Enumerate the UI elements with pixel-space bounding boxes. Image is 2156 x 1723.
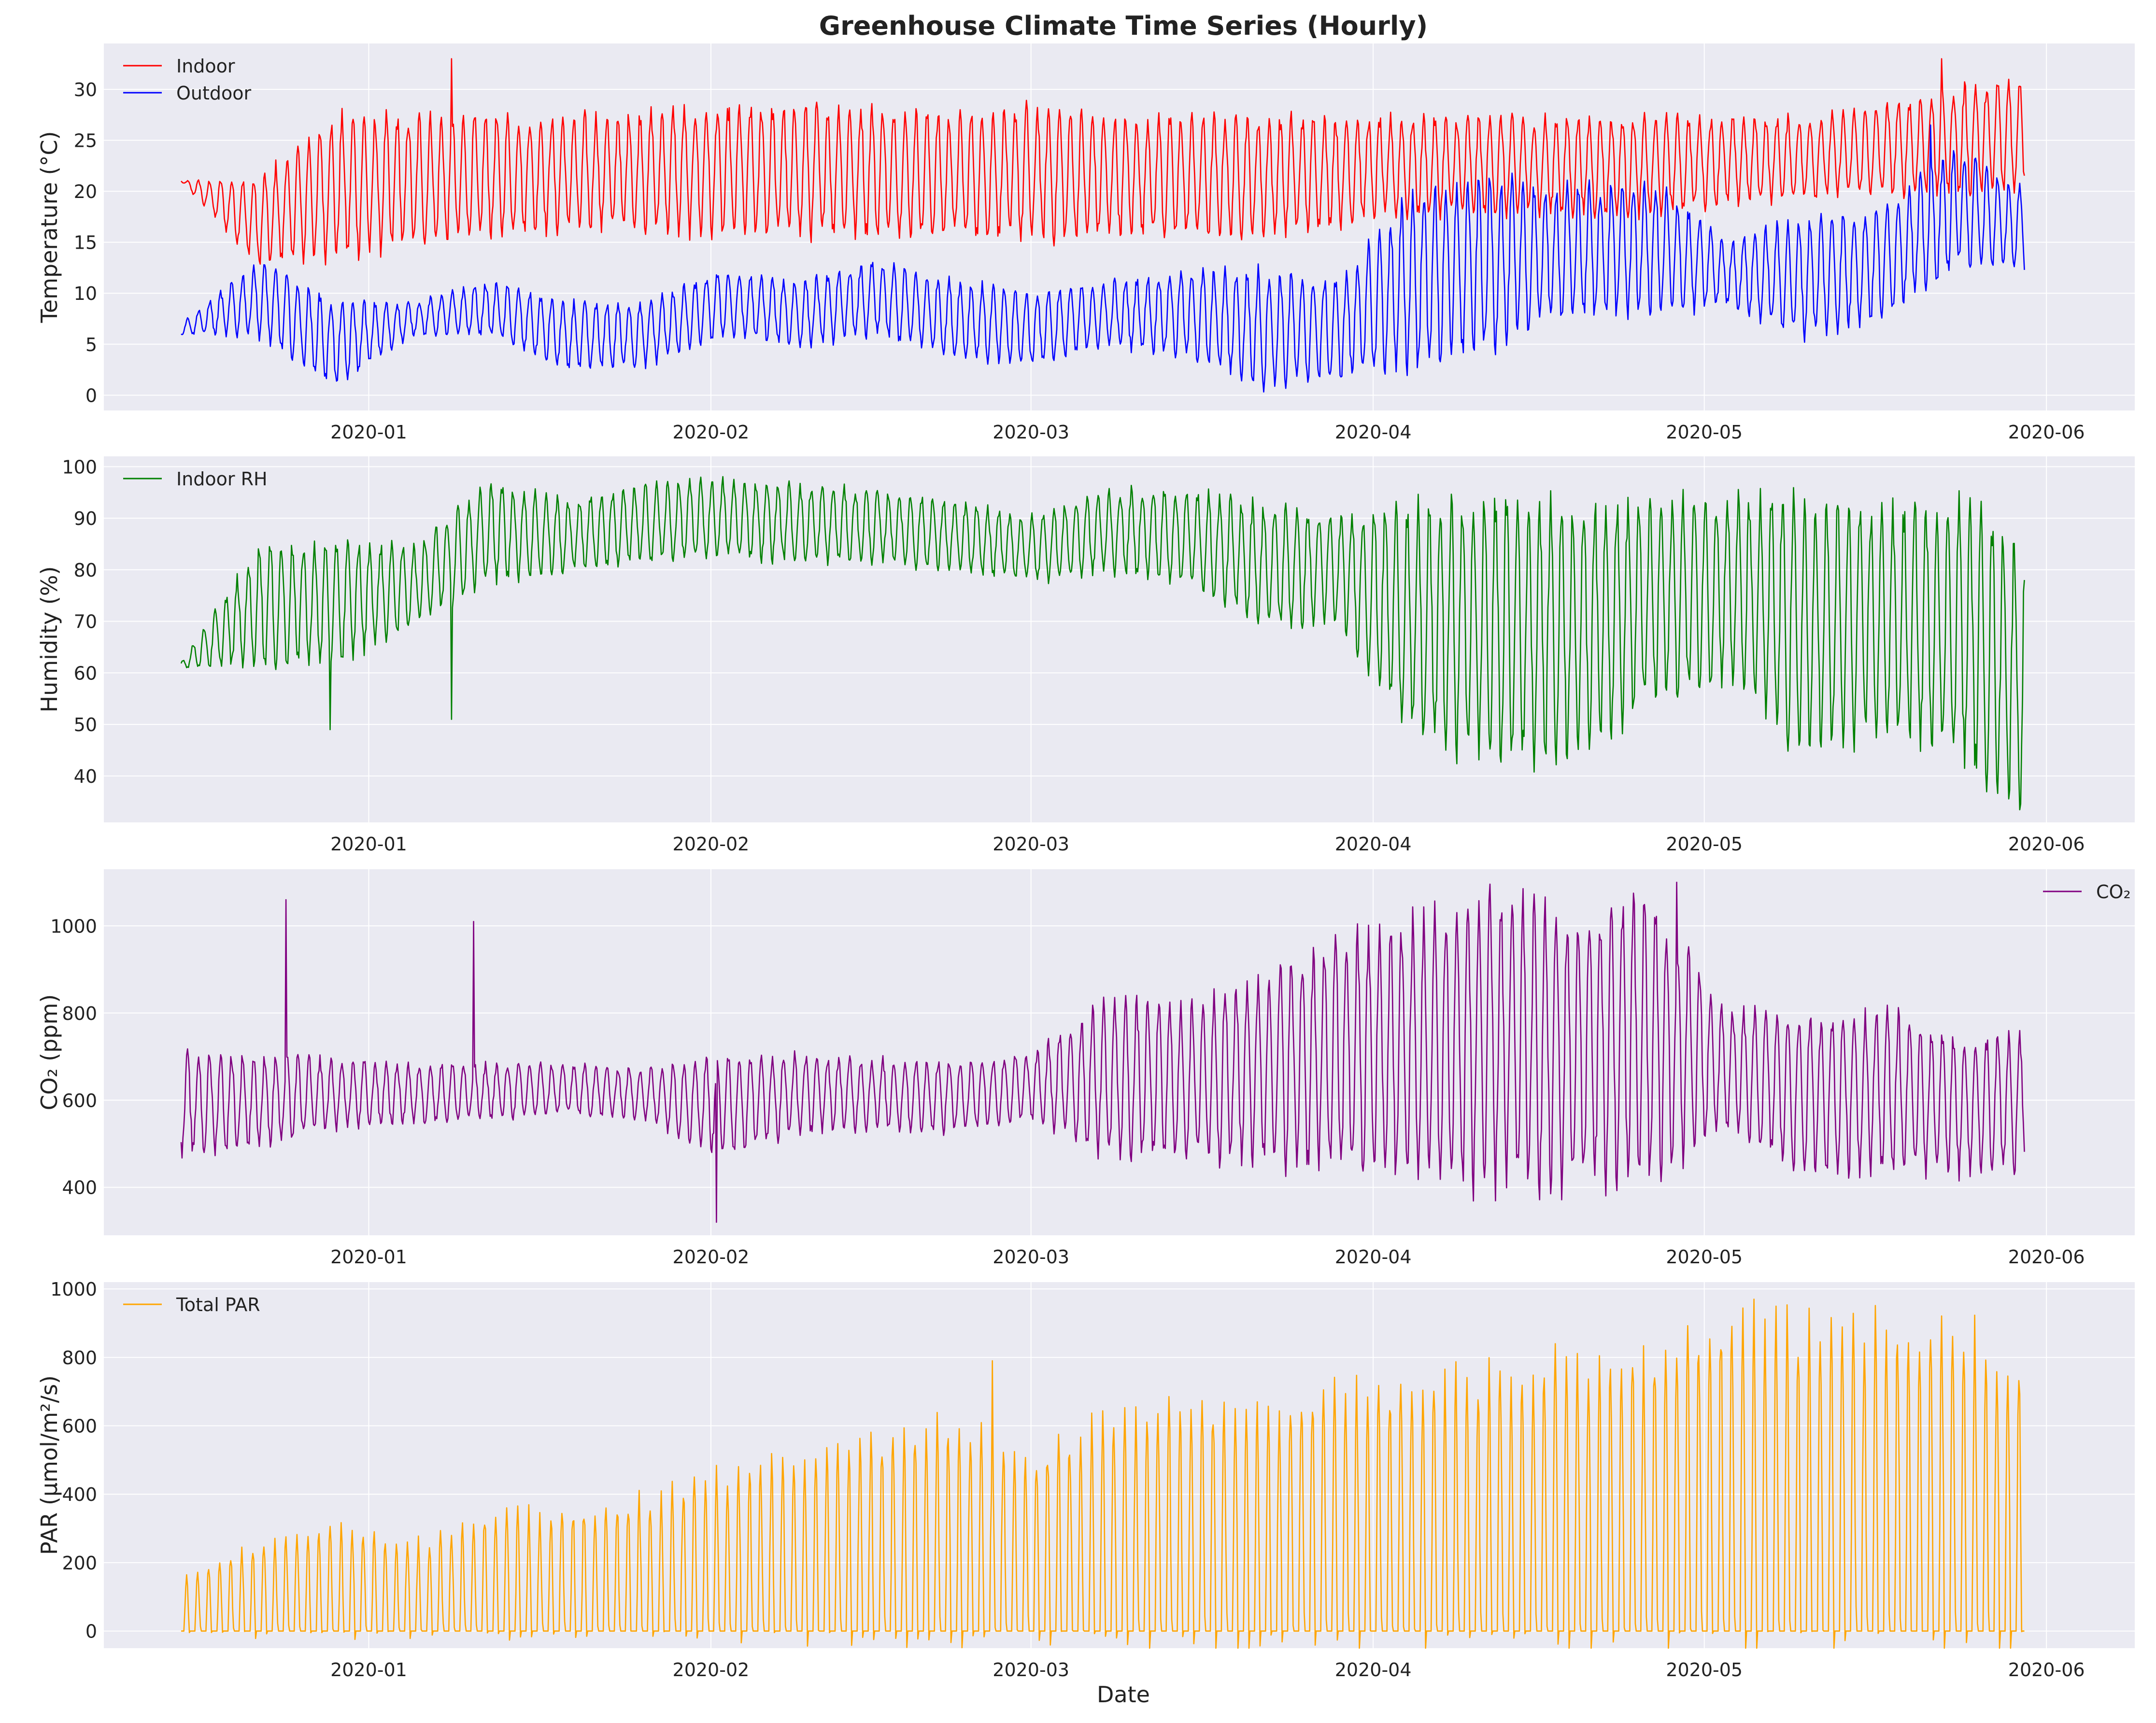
x-axis-label: Date bbox=[1097, 1681, 1150, 1708]
y-tick-label: 1000 bbox=[50, 1279, 97, 1300]
y-tick-label: 5 bbox=[85, 334, 97, 355]
x-tick-label: 2020-05 bbox=[1666, 422, 1743, 443]
panel-3: 400 600 800 1000 2020-01 2020-02 2020-03 2020-0… bbox=[36, 869, 2135, 1268]
x-tick-label: 2020-06 bbox=[2008, 1659, 2085, 1681]
legend-label: Total PAR bbox=[176, 1294, 260, 1315]
x-tick-label: 2020-03 bbox=[993, 1246, 1069, 1268]
legend-label: Indoor bbox=[176, 56, 235, 77]
y-tick-label: 15 bbox=[74, 232, 97, 254]
x-tick-label: 2020-01 bbox=[330, 833, 407, 855]
series-line-2 bbox=[181, 124, 2025, 393]
y-axis-label: Temperature (°C) bbox=[36, 131, 62, 323]
x-tick-label: 2020-05 bbox=[1666, 1246, 1743, 1268]
plot-area bbox=[104, 869, 2135, 1235]
y-tick-label: 30 bbox=[74, 79, 97, 100]
legend-label: CO₂ bbox=[2096, 881, 2131, 903]
y-tick-label: 0 bbox=[85, 1621, 97, 1642]
series-line-1 bbox=[181, 58, 2025, 266]
x-tick-label: 2020-03 bbox=[993, 422, 1069, 443]
y-tick-label: 400 bbox=[62, 1177, 97, 1199]
x-tick-label: 2020-02 bbox=[673, 422, 750, 443]
y-axis-label: CO₂ (ppm) bbox=[36, 994, 62, 1111]
panel-2: 40 50 60 70 80 90 100 2020-01 2020-02 2020-03 2020… bbox=[36, 456, 2135, 855]
y-tick-label: 40 bbox=[74, 766, 97, 787]
y-tick-label: 200 bbox=[62, 1553, 97, 1574]
legend-label: Outdoor bbox=[176, 83, 252, 104]
y-tick-label: 600 bbox=[62, 1090, 97, 1111]
legend: Total PAR bbox=[123, 1294, 260, 1315]
x-tick-label: 2020-06 bbox=[2008, 833, 2085, 855]
x-tick-label: 2020-05 bbox=[1666, 833, 1743, 855]
y-tick-label: 800 bbox=[62, 1347, 97, 1369]
figure-title: Greenhouse Climate Time Series (Hourly) bbox=[819, 11, 1428, 41]
series-line-1 bbox=[181, 1299, 2025, 1649]
x-tick-label: 2020-06 bbox=[2008, 422, 2085, 443]
y-tick-label: 0 bbox=[85, 385, 97, 406]
panels: 0 5 10 15 20 25 30 2020-01 2020-02 2020-03 2020-04… bbox=[36, 43, 2135, 1681]
y-tick-label: 100 bbox=[62, 456, 97, 478]
series-line-1 bbox=[180, 476, 2025, 811]
x-tick-label: 2020-04 bbox=[1335, 1246, 1412, 1268]
y-tick-label: 70 bbox=[74, 611, 97, 633]
x-tick-label: 2020-03 bbox=[993, 833, 1069, 855]
legend-label: Indoor RH bbox=[176, 468, 268, 490]
x-tick-label: 2020-03 bbox=[993, 1659, 1069, 1681]
y-tick-label: 1000 bbox=[50, 916, 97, 937]
legend: CO₂ bbox=[2043, 881, 2131, 903]
y-axis-label: Humidity (%) bbox=[36, 566, 62, 713]
y-tick-label: 800 bbox=[62, 1003, 97, 1024]
x-tick-label: 2020-06 bbox=[2008, 1246, 2085, 1268]
x-tick-label: 2020-02 bbox=[673, 1246, 750, 1268]
legend: Indoor RH bbox=[123, 468, 268, 490]
x-tick-label: 2020-01 bbox=[330, 422, 407, 443]
y-tick-label: 60 bbox=[74, 663, 97, 684]
y-tick-label: 600 bbox=[62, 1416, 97, 1437]
y-tick-label: 80 bbox=[74, 560, 97, 581]
x-tick-label: 2020-04 bbox=[1335, 833, 1412, 855]
x-tick-label: 2020-01 bbox=[330, 1246, 407, 1268]
x-tick-label: 2020-05 bbox=[1666, 1659, 1743, 1681]
y-tick-label: 25 bbox=[74, 130, 97, 152]
y-tick-label: 20 bbox=[74, 181, 97, 202]
y-axis-label: PAR (μmol/m²/s) bbox=[36, 1375, 62, 1555]
y-tick-label: 90 bbox=[74, 508, 97, 529]
y-tick-label: 10 bbox=[74, 283, 97, 304]
x-tick-label: 2020-02 bbox=[673, 833, 750, 855]
x-tick-label: 2020-04 bbox=[1335, 1659, 1412, 1681]
y-tick-label: 50 bbox=[74, 714, 97, 735]
x-tick-label: 2020-02 bbox=[673, 1659, 750, 1681]
panel-4: 0 200 400 600 800 1000 2020-01 2020-02 2020-03 20… bbox=[36, 1279, 2135, 1681]
x-tick-label: 2020-04 bbox=[1335, 422, 1412, 443]
legend: Indoor Outdoor bbox=[123, 56, 252, 104]
x-tick-label: 2020-01 bbox=[330, 1659, 407, 1681]
series-line-1 bbox=[180, 881, 2025, 1223]
panel-1: 0 5 10 15 20 25 30 2020-01 2020-02 2020-03 2020-04… bbox=[36, 43, 2135, 443]
y-tick-label: 400 bbox=[62, 1484, 97, 1505]
